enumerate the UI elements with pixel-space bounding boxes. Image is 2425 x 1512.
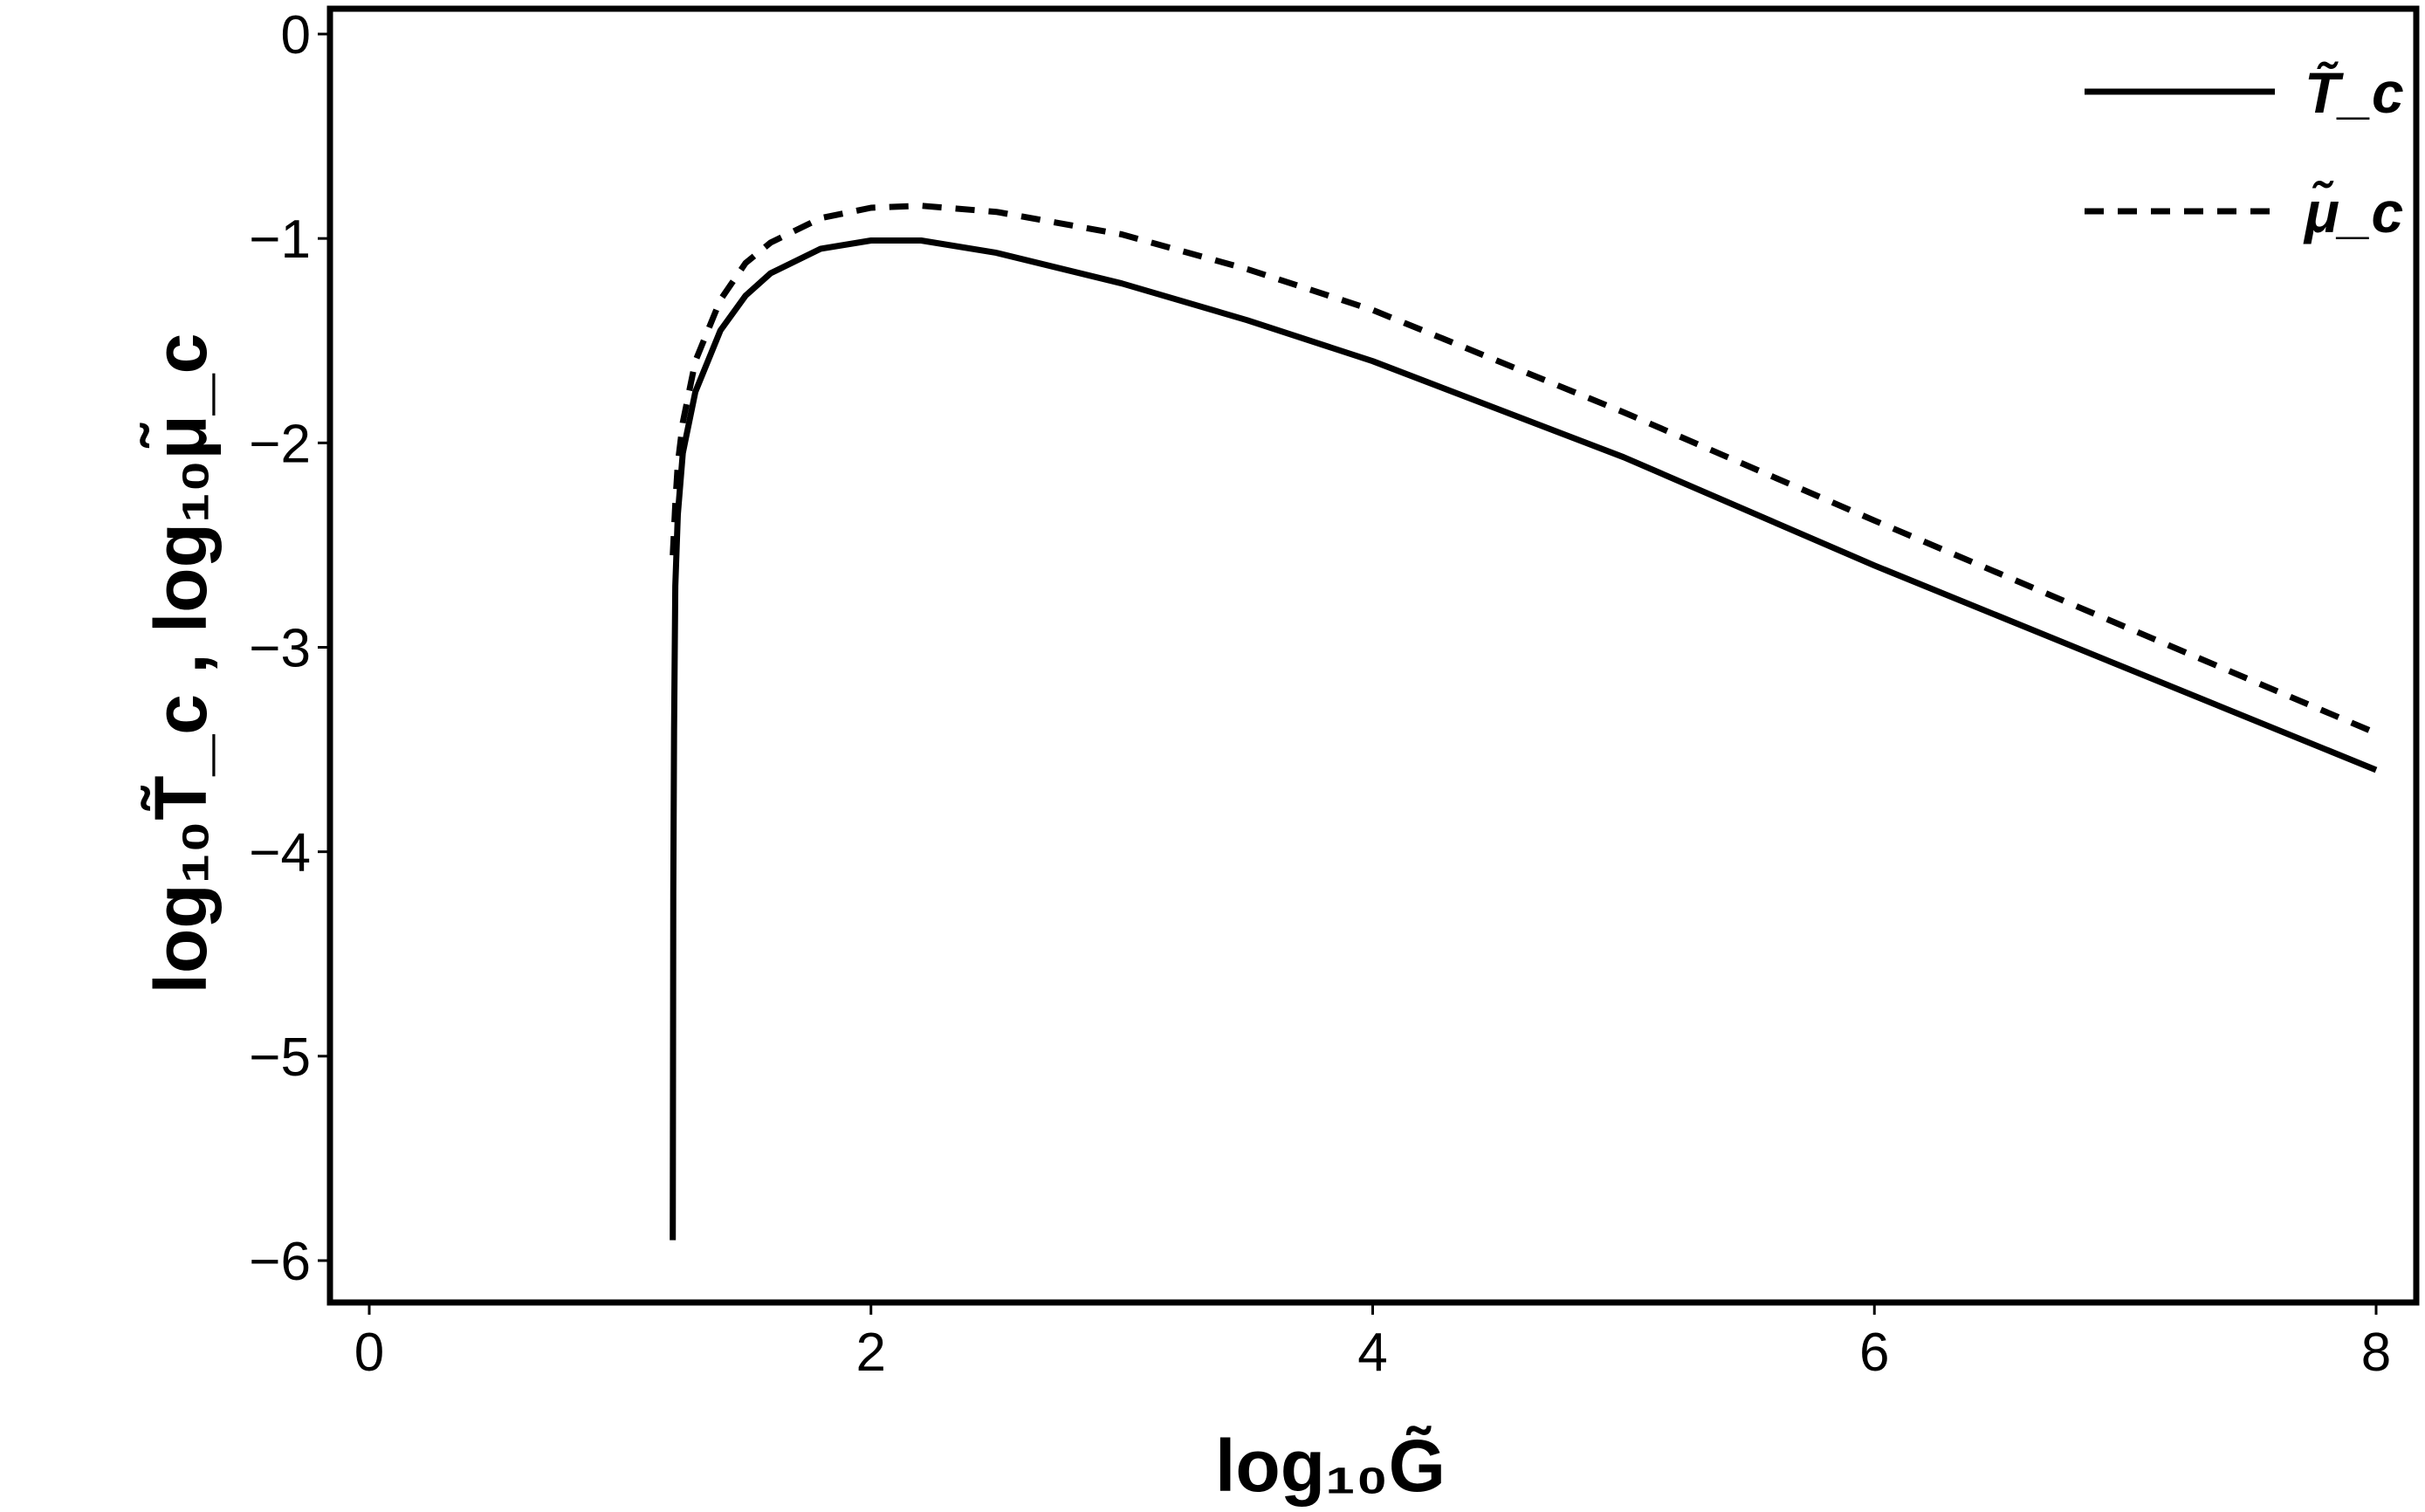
legend-label: T̃_c	[2305, 60, 2404, 125]
legend-label: μ̃_c	[2303, 180, 2403, 244]
x-axis-ticks: 0 2 4 6 8	[354, 1302, 2391, 1383]
y-tick-label: 0	[281, 5, 311, 65]
y-tick-label: −4	[249, 823, 311, 883]
series-line-muc	[670, 203, 2378, 737]
x-tick-label: 0	[354, 1323, 384, 1383]
y-tick-label: −6	[249, 1232, 311, 1292]
series-line-tc	[670, 237, 2378, 1241]
y-tick-label: −3	[249, 619, 311, 679]
y-tick-label: −2	[249, 414, 311, 474]
y-tick-label: −1	[249, 210, 311, 270]
y-axis-ticks: 0 −1 −2 −3 −4 −5 −6	[249, 5, 330, 1292]
x-tick-label: 2	[856, 1323, 886, 1383]
x-axis-label: log₁₀G̃	[1215, 1425, 1446, 1507]
legend: T̃_c μ̃_c	[2085, 60, 2404, 244]
y-tick-label: −5	[249, 1027, 311, 1088]
series-layer	[670, 203, 2378, 1241]
x-tick-label: 6	[1859, 1323, 1889, 1383]
x-tick-label: 4	[1357, 1323, 1387, 1383]
y-axis-label: log₁₀T̃_c , log₁₀μ̃_c	[140, 333, 222, 994]
x-tick-label: 8	[2361, 1323, 2391, 1383]
